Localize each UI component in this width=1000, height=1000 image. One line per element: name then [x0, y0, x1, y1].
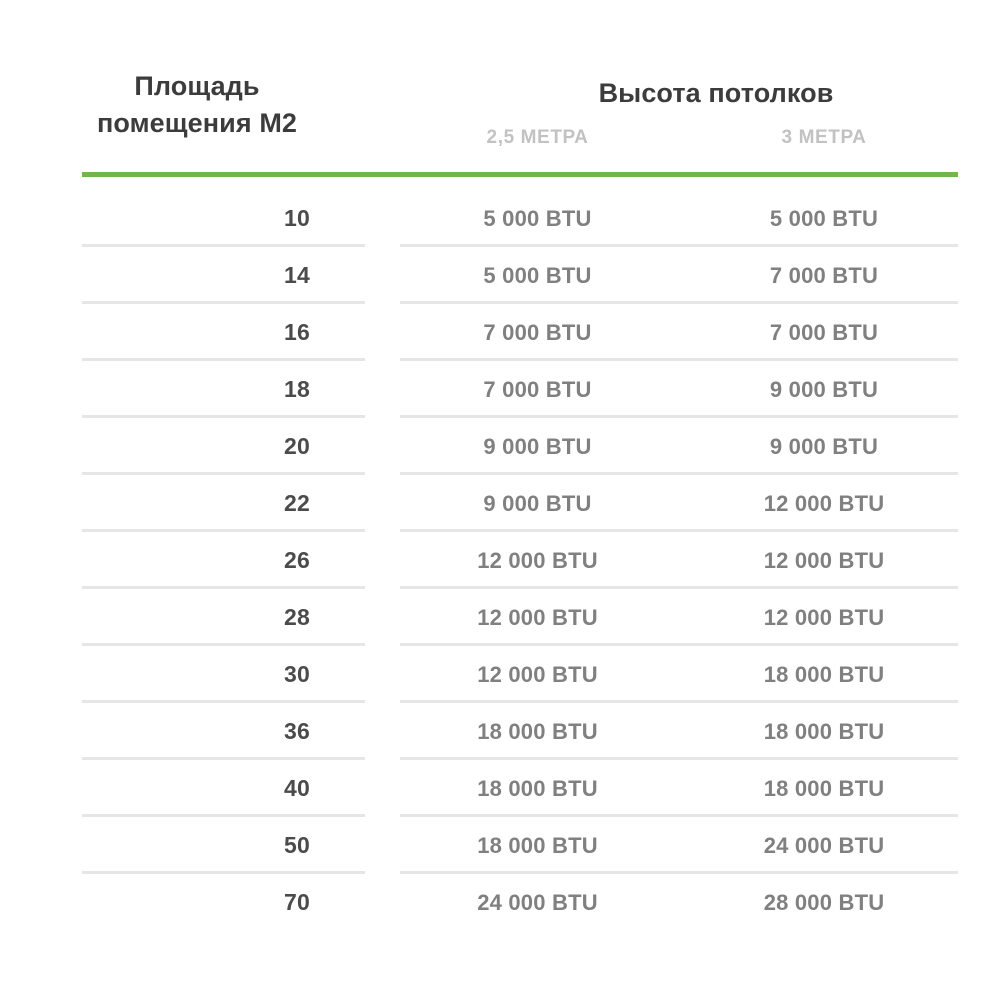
- cell-area-value: 28: [284, 604, 310, 630]
- row-separator-left: [82, 700, 365, 703]
- cell-btu-2-5-meters: 12 000 BTU: [477, 548, 598, 573]
- cell-area-value: 26: [284, 547, 310, 573]
- table-row: 28 12 000 BTU 12 000 BTU: [0, 589, 1000, 646]
- row-separator-right: [400, 529, 958, 532]
- row-separator-right: [400, 871, 958, 874]
- table-body: 10 5 000 BTU 5 000 BTU 14 5 000 BTU 7 000 BTU…: [0, 190, 1000, 931]
- cell-btu-2-5-meters: 9 000 BTU: [483, 491, 592, 516]
- cell-btu-3-meters: 5 000 BTU: [769, 206, 879, 231]
- column-header-area: Площадь помещения М2: [96, 71, 298, 138]
- row-separator-right: [400, 301, 958, 304]
- table-row: 26 12 000 BTU 12 000 BTU: [0, 532, 1000, 589]
- column-group-header-ceiling-height: Высота потолков: [598, 78, 834, 108]
- cell-btu-3-meters: 18 000 BTU: [763, 719, 885, 744]
- cell-btu-3-meters: 28 000 BTU: [763, 890, 885, 915]
- row-separator-left: [82, 358, 365, 361]
- row-separator-right: [400, 814, 958, 817]
- row-separator-left: [82, 529, 365, 532]
- table-row: 22 9 000 BTU 12 000 BTU: [0, 475, 1000, 532]
- cell-btu-3-meters: 9 000 BTU: [769, 377, 879, 402]
- row-separator-left: [82, 757, 365, 760]
- header-accent-rule: [82, 172, 958, 177]
- cell-btu-3-meters: 24 000 BTU: [763, 833, 885, 858]
- cell-area-value: 14: [284, 262, 310, 288]
- row-separator-left: [82, 415, 365, 418]
- table-row: 40 18 000 BTU 18 000 BTU: [0, 760, 1000, 817]
- cell-btu-2-5-meters: 5 000 BTU: [483, 206, 592, 231]
- table-row: 30 12 000 BTU 18 000 BTU: [0, 646, 1000, 703]
- cell-btu-3-meters: 7 000 BTU: [769, 263, 879, 288]
- row-separator-left: [82, 244, 365, 247]
- cell-btu-3-meters: 12 000 BTU: [763, 605, 885, 630]
- cell-btu-2-5-meters: 18 000 BTU: [477, 833, 598, 858]
- cell-btu-3-meters: 9 000 BTU: [769, 434, 879, 459]
- table-row: 70 24 000 BTU 28 000 BTU: [0, 874, 1000, 931]
- cell-area-value: 40: [284, 775, 310, 801]
- row-separator-left: [82, 472, 365, 475]
- row-separator-right: [400, 643, 958, 646]
- row-separator-right: [400, 700, 958, 703]
- cell-btu-3-meters: 12 000 BTU: [763, 548, 885, 573]
- row-separator-left: [82, 814, 365, 817]
- cell-area-value: 20: [284, 433, 310, 459]
- cell-area-value: 36: [284, 718, 310, 744]
- row-separator-left: [82, 643, 365, 646]
- cell-btu-2-5-meters: 18 000 BTU: [477, 719, 598, 744]
- cell-area-value: 16: [284, 319, 310, 345]
- row-separator-right: [400, 358, 958, 361]
- row-separator-right: [400, 415, 958, 418]
- row-separator-right: [400, 472, 958, 475]
- row-separator-left: [82, 301, 365, 304]
- row-separator-right: [400, 586, 958, 589]
- table-row: 14 5 000 BTU 7 000 BTU: [0, 247, 1000, 304]
- table-row: 20 9 000 BTU 9 000 BTU: [0, 418, 1000, 475]
- table-row: 50 18 000 BTU 24 000 BTU: [0, 817, 1000, 874]
- cell-btu-2-5-meters: 5 000 BTU: [483, 263, 592, 288]
- cell-area-value: 70: [284, 889, 310, 915]
- cell-btu-2-5-meters: 24 000 BTU: [477, 890, 598, 915]
- cell-btu-3-meters: 12 000 BTU: [763, 491, 885, 516]
- cell-btu-3-meters: 18 000 BTU: [763, 776, 885, 801]
- row-separator-left: [82, 586, 365, 589]
- row-separator-left: [82, 871, 365, 874]
- row-separator-right: [400, 757, 958, 760]
- cell-btu-2-5-meters: 12 000 BTU: [477, 605, 598, 630]
- cell-btu-2-5-meters: 12 000 BTU: [477, 662, 598, 687]
- table-row: 16 7 000 BTU 7 000 BTU: [0, 304, 1000, 361]
- cell-area-value: 30: [284, 661, 310, 687]
- cell-btu-2-5-meters: 9 000 BTU: [483, 434, 592, 459]
- cell-area-value: 10: [284, 205, 310, 231]
- cell-area-value: 18: [284, 376, 310, 402]
- row-separator-right: [400, 244, 958, 247]
- cell-area-value: 50: [284, 832, 310, 858]
- cell-btu-2-5-meters: 7 000 BTU: [483, 320, 592, 345]
- cell-btu-3-meters: 7 000 BTU: [769, 320, 879, 345]
- cell-btu-2-5-meters: 7 000 BTU: [483, 377, 592, 402]
- cell-btu-3-meters: 18 000 BTU: [763, 662, 885, 687]
- table-row: 36 18 000 BTU 18 000 BTU: [0, 703, 1000, 760]
- cell-area-value: 22: [284, 490, 310, 516]
- column-subheader-2-5-meters: 2,5 МЕТРА: [486, 127, 589, 148]
- cell-btu-2-5-meters: 18 000 BTU: [477, 776, 598, 801]
- table-header: Площадь помещения М2 Высота потолков 2,5 …: [0, 0, 1000, 160]
- table-row: 10 5 000 BTU 5 000 BTU: [0, 190, 1000, 247]
- column-subheader-3-meters: 3 МЕТРА: [781, 127, 867, 148]
- table-row: 18 7 000 BTU 9 000 BTU: [0, 361, 1000, 418]
